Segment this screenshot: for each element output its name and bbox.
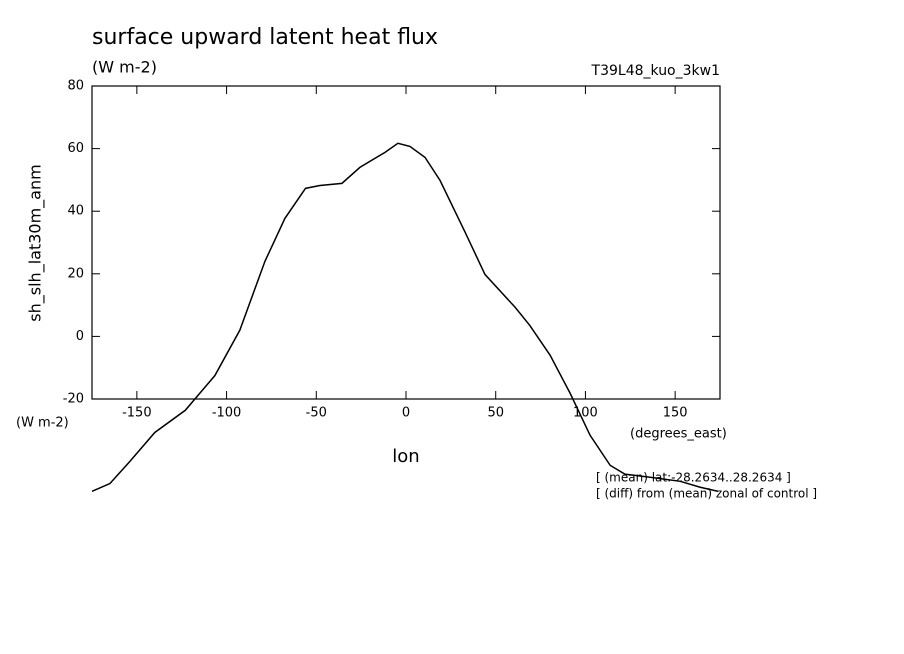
y-tick-label: 40	[67, 204, 84, 219]
y-tick-label: -20	[63, 392, 84, 407]
x-tick-label: 0	[402, 406, 410, 421]
data-line	[91, 142, 719, 493]
dataset-label: T39L48_kuo_3kw1	[591, 63, 720, 79]
annotation: [ (diff) from (mean) zonal of control ]	[596, 487, 817, 501]
chart-title: surface upward latent heat flux	[92, 25, 438, 50]
y-tick-label: 20	[67, 266, 84, 281]
x-tick-label: 100	[573, 406, 598, 421]
x-axis-units: (degrees_east)	[630, 427, 727, 442]
y-axis-units: (W m-2)	[16, 416, 69, 431]
annotation: [ (mean) lat:-28.2634..28.2634 ]	[596, 471, 791, 485]
y-tick-label: 60	[67, 141, 84, 156]
x-tick-label: 50	[487, 406, 504, 421]
y-axis-label: sh_slh_lat30m_anm	[26, 164, 46, 321]
plot-frame	[91, 85, 721, 400]
x-tick-label: -150	[122, 406, 152, 421]
y-tick-label: 80	[67, 79, 84, 94]
chart-subtitle: (W m-2)	[92, 58, 157, 77]
y-tick-label: 0	[76, 329, 84, 344]
x-axis-label: lon	[392, 446, 419, 467]
x-tick-label: -100	[212, 406, 242, 421]
x-tick-label: 150	[663, 406, 688, 421]
x-tick-label: -50	[306, 406, 327, 421]
